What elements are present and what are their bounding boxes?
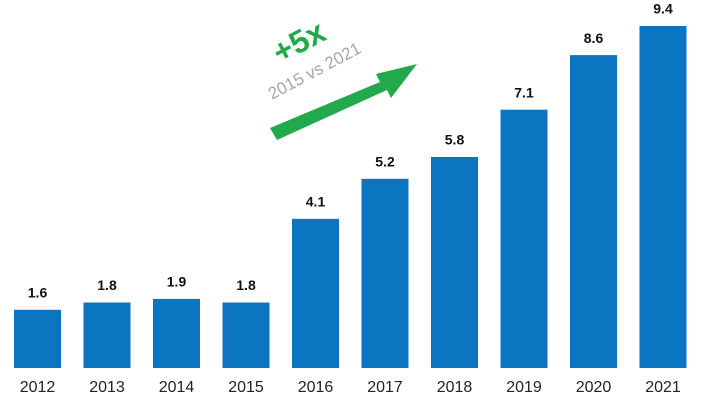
bar <box>500 109 548 369</box>
x-tick-label: 2015 <box>228 379 264 396</box>
bar <box>153 298 200 368</box>
x-tick-label: 2021 <box>645 379 681 396</box>
value-label: 9.4 <box>653 1 673 17</box>
value-label: 1.9 <box>167 274 187 290</box>
bar <box>14 309 61 368</box>
growth-arrow <box>270 64 417 140</box>
x-tick-label: 2016 <box>298 379 334 396</box>
x-tick-label: 2018 <box>437 379 473 396</box>
bar <box>222 302 270 368</box>
bar <box>431 156 478 368</box>
value-label: 1.6 <box>28 284 48 300</box>
value-label: 4.1 <box>306 194 326 210</box>
x-tick-label: 2013 <box>89 379 125 396</box>
value-label: 7.1 <box>514 84 534 100</box>
x-tick-label: 2019 <box>506 379 542 396</box>
x-tick-label: 2014 <box>159 379 195 396</box>
value-label: 5.2 <box>375 154 395 170</box>
x-tick-label: 2020 <box>576 379 612 396</box>
value-label: 5.8 <box>445 132 465 148</box>
x-tick-label: 2017 <box>367 379 403 396</box>
value-label: 1.8 <box>236 277 256 293</box>
x-tick-label: 2012 <box>20 379 56 396</box>
bar <box>639 26 687 368</box>
bar <box>361 178 409 368</box>
value-label: 8.6 <box>584 30 604 46</box>
bar <box>292 218 339 368</box>
value-label: 1.8 <box>97 277 117 293</box>
bar <box>570 55 617 368</box>
bar <box>83 302 131 368</box>
